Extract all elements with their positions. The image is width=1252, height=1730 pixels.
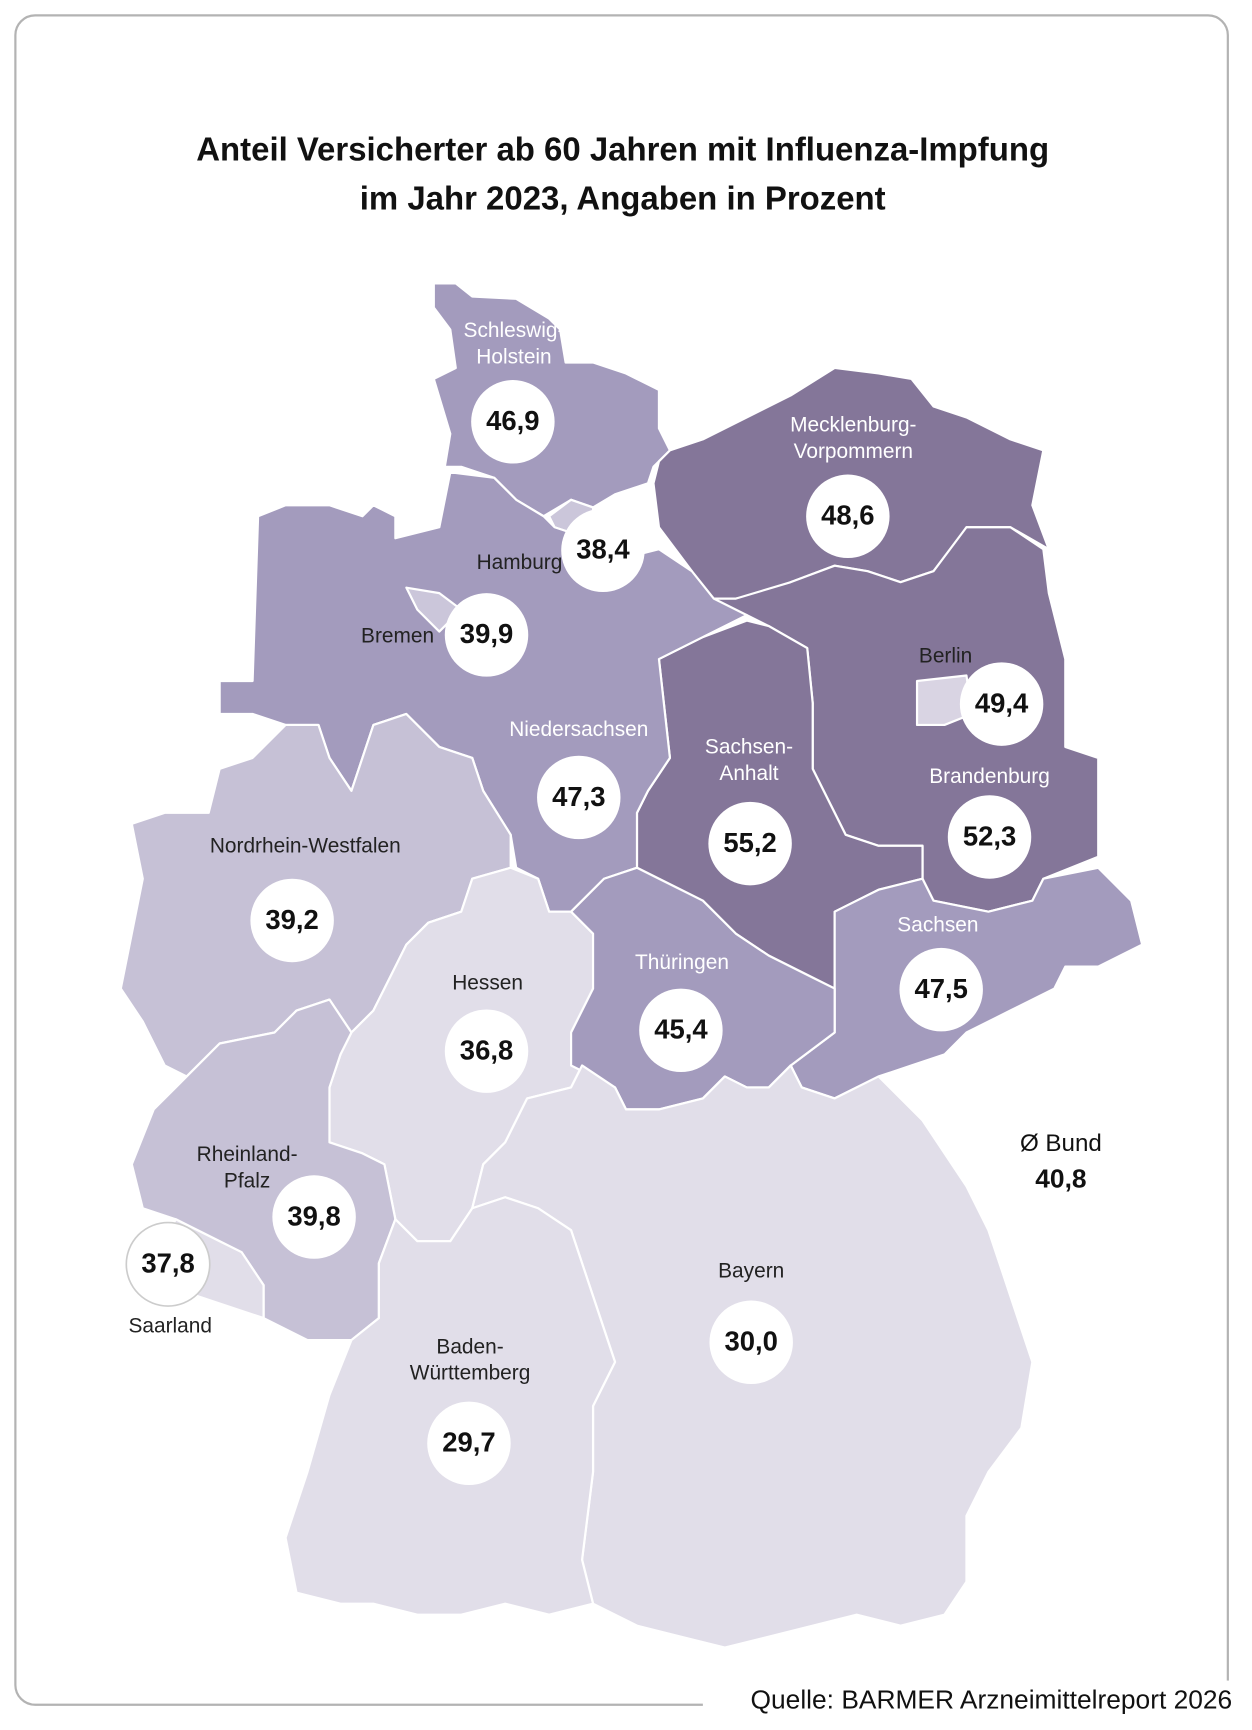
average-label: Ø Bund bbox=[1020, 1130, 1102, 1157]
state-value: 45,4 bbox=[654, 1014, 708, 1045]
state-name: Sachsen- bbox=[705, 736, 793, 759]
state-name: Berlin bbox=[919, 644, 972, 667]
state-name: Saarland bbox=[128, 1314, 211, 1337]
state-value: 48,6 bbox=[821, 500, 874, 531]
value-badge bbox=[537, 755, 621, 840]
state-name: Nordrhein-Westfalen bbox=[210, 834, 401, 857]
value-badge bbox=[806, 474, 890, 558]
labels: Schleswig- Holstein 46,9 Hamburg 38,4 Mecklen… bbox=[125, 319, 1050, 1486]
state-name: Brandenburg bbox=[929, 765, 1050, 788]
state bbox=[915, 674, 974, 727]
state-value: 46,9 bbox=[486, 405, 539, 436]
title-line: im Jahr 2023, Angaben in Prozent bbox=[360, 180, 886, 217]
state-name: Bayern bbox=[718, 1259, 784, 1282]
value-badge bbox=[125, 1221, 211, 1307]
source-bg bbox=[702, 1680, 1242, 1723]
state-name: Thüringen bbox=[635, 951, 729, 974]
state-value: 55,2 bbox=[723, 827, 776, 858]
state-name: Baden- bbox=[436, 1335, 503, 1358]
state-value: 39,2 bbox=[265, 904, 318, 935]
value-badge bbox=[561, 508, 645, 593]
state-value: 49,4 bbox=[975, 687, 1029, 718]
value-badge bbox=[250, 878, 334, 963]
state-value: 29,7 bbox=[442, 1427, 495, 1458]
value-badge bbox=[427, 1401, 511, 1486]
value-badge bbox=[272, 1175, 356, 1259]
value-badge bbox=[708, 801, 792, 886]
state-name: Hessen bbox=[452, 972, 523, 995]
state-value: 47,5 bbox=[914, 973, 967, 1004]
value-badge bbox=[959, 662, 1044, 746]
value-badge bbox=[709, 1300, 793, 1384]
state-name: Holstein bbox=[476, 346, 551, 369]
state-name: Pfalz bbox=[224, 1169, 270, 1192]
state-name: Vorpommern bbox=[794, 440, 913, 463]
state-value: 36,8 bbox=[460, 1035, 513, 1066]
state-name: Schleswig- bbox=[464, 319, 565, 342]
title-line: Anteil Versicherter ab 60 Jahren mit Inf… bbox=[196, 130, 1049, 167]
value-badge bbox=[471, 380, 555, 464]
state-name: Bremen bbox=[361, 625, 434, 648]
state-value: 37,8 bbox=[141, 1248, 194, 1279]
state-value: 30,0 bbox=[724, 1326, 777, 1357]
state-value: 52,3 bbox=[963, 820, 1016, 851]
state-name: Hamburg bbox=[477, 551, 563, 574]
value-badge bbox=[899, 947, 983, 1032]
source: Quelle: BARMER Arzneimittelreport 2026 bbox=[751, 1684, 1233, 1714]
value-badge bbox=[639, 988, 723, 1073]
state-value: 38,4 bbox=[576, 534, 630, 565]
value-badge bbox=[444, 593, 529, 677]
state-value: 39,8 bbox=[287, 1200, 340, 1231]
value-badge bbox=[444, 1009, 529, 1093]
value-badge bbox=[947, 795, 1032, 879]
state-name: Sachsen bbox=[897, 913, 978, 936]
state bbox=[284, 1196, 617, 1616]
state-name: Anhalt bbox=[719, 762, 778, 785]
state-name: Mecklenburg- bbox=[790, 414, 916, 437]
state-value: 47,3 bbox=[552, 781, 605, 812]
state-name: Niedersachsen bbox=[509, 718, 648, 741]
state-value: 39,9 bbox=[460, 618, 513, 649]
state-name: Rheinland- bbox=[197, 1143, 298, 1166]
average-value: 40,8 bbox=[1035, 1164, 1086, 1194]
state-name: Württemberg bbox=[410, 1362, 531, 1385]
